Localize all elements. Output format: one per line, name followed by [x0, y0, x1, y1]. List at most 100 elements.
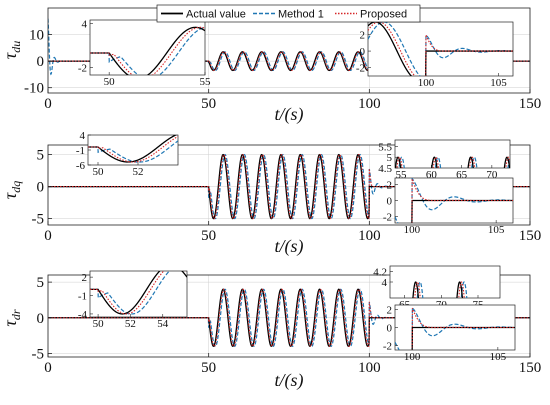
subplot-dr: 050100150-505τdrt/(s)505254-4-1265707544… — [0, 265, 541, 391]
inset-y-tick-label: 2 — [360, 29, 366, 41]
y-tick-label: 10 — [29, 28, 44, 44]
y-axis-label-main: τ — [0, 320, 20, 327]
inset-y-tick-label: 0 — [387, 196, 393, 208]
x-axis-label: t/(s) — [275, 104, 304, 125]
inset-series-proposed — [411, 178, 513, 223]
inset-series-proposed — [411, 307, 515, 350]
inset-y-tick-label: -2 — [78, 63, 87, 75]
inset-y-tick-label: 2 — [387, 179, 393, 191]
legend-label-0: Actual value — [186, 9, 246, 21]
inset-frame — [394, 139, 511, 169]
inset-frame — [89, 19, 206, 76]
inset-series-method1 — [395, 306, 515, 350]
inset-series-group — [88, 135, 178, 163]
y-axis-label-sub: du — [9, 41, 23, 53]
legend: Actual value Method 1 Proposed — [156, 4, 421, 23]
inset-y-tick-label: 4 — [82, 19, 88, 31]
inset-y-tick-label: 0 — [360, 46, 366, 58]
inset-y-tick-label: -4 — [78, 309, 88, 321]
y-tick-label: 0 — [37, 180, 45, 196]
inset-series-method1 — [368, 22, 513, 76]
inset-3: 100 105 -2 0 2 — [383, 305, 516, 363]
inset-2: 100 105 -2 0 2 — [356, 21, 514, 89]
inset-frame — [89, 270, 188, 318]
inset-y-tick-label: 4.2 — [373, 266, 387, 278]
inset-frame — [367, 21, 514, 77]
inset-series-group — [395, 178, 513, 223]
legend-label-1: Method 1 — [278, 9, 324, 21]
x-tick-label: 0 — [44, 228, 52, 244]
legend-box — [156, 4, 421, 23]
x-tick-label: 50 — [201, 228, 216, 244]
y-axis-label-main: τ — [0, 52, 20, 59]
inset-y-tick-label: 2 — [387, 305, 393, 317]
inset-x-tick-label: 105 — [490, 77, 507, 89]
x-axis-label: t/(s) — [275, 370, 304, 391]
inset-y-tick-label: 4.5 — [378, 163, 392, 175]
x-tick-label: 0 — [44, 360, 52, 376]
inset-3: 100 105 -2 0 2 — [383, 177, 514, 236]
inset-y-tick-label: 0 — [387, 323, 393, 335]
x-tick-label: 100 — [358, 360, 381, 376]
inset-series-actual-value — [368, 22, 513, 76]
inset-x-tick-label: 50 — [93, 166, 105, 178]
inset-series-proposed — [368, 22, 513, 76]
y-axis-label: τdq — [0, 181, 23, 199]
axes-frame — [47, 274, 531, 358]
y-tick-label: -5 — [32, 212, 45, 228]
inset-series-group — [368, 22, 513, 76]
inset-series-group — [395, 306, 515, 350]
inset-1: 50 55 -2 4 — [78, 19, 211, 88]
y-axis-label: τdu — [0, 41, 23, 59]
inset-x-tick-label: 65 — [456, 169, 468, 181]
inset-y-tick-label: -1 — [78, 291, 87, 303]
inset-x-tick-label: 55 — [200, 76, 212, 88]
inset-x-tick-label: 70 — [486, 169, 498, 181]
inset-series-method1 — [90, 26, 205, 75]
y-axis-label-main: τ — [0, 192, 20, 199]
inset-x-tick-label: 52 — [133, 166, 144, 178]
inset-y-tick-label: -1 — [76, 145, 85, 157]
inset-1: 50 52 54 -4 -1 2 — [78, 270, 188, 330]
axes-frame — [47, 144, 531, 226]
inset-series-actual-value — [411, 199, 513, 223]
y-tick-label: 0 — [37, 54, 45, 70]
subplot-du: 0 50 100 150 -10 0 10 τdu t/(s) 50 55 -2 4 100 105 -2 0 2 — [0, 7, 542, 125]
inset-series-actual-value — [90, 271, 187, 315]
y-tick-label: 5 — [37, 148, 45, 164]
x-tick-label: 150 — [519, 228, 542, 244]
y-axis-label-sub: dq — [9, 181, 23, 193]
y-tick-label: 5 — [37, 275, 45, 291]
inset-series-proposed — [90, 271, 187, 315]
inset-y-tick-label: -2 — [383, 212, 392, 224]
inset-x-tick-label: 52 — [125, 318, 136, 330]
inset-y-tick-label: -6 — [76, 160, 86, 172]
inset-x-tick-label: 50 — [93, 318, 105, 330]
inset-series-group — [90, 271, 187, 315]
inset-y-tick-label: 2 — [82, 272, 88, 284]
y-tick-label: -5 — [32, 346, 45, 362]
x-tick-label: 100 — [358, 228, 381, 244]
inset-series-group — [90, 26, 205, 75]
inset-x-tick-label: 50 — [104, 76, 116, 88]
y-axis-label: τdr — [0, 309, 23, 326]
inset-y-tick-label: -2 — [356, 63, 365, 75]
x-axis-label: t/(s) — [275, 236, 304, 257]
inset-x-tick-label: 55 — [396, 169, 408, 181]
inset-y-tick-label: 5.5 — [378, 141, 392, 153]
inset-2: 55 60 65 70 4.555.5 — [378, 139, 511, 181]
inset-frame — [389, 265, 501, 299]
y-tick-label: -10 — [24, 81, 44, 97]
x-tick-label: 100 — [358, 96, 381, 112]
inset-1: 50 52 -6 -1 4 — [76, 130, 179, 178]
x-tick-label: 150 — [519, 96, 542, 112]
x-tick-label: 50 — [201, 360, 216, 376]
inset-x-tick-label: 60 — [426, 169, 438, 181]
inset-x-tick-label: 105 — [488, 224, 505, 236]
y-tick-label: 0 — [37, 311, 45, 327]
x-tick-label: 150 — [519, 360, 542, 376]
y-axis-label-sub: dr — [9, 309, 23, 320]
inset-x-tick-label: 100 — [418, 77, 435, 89]
